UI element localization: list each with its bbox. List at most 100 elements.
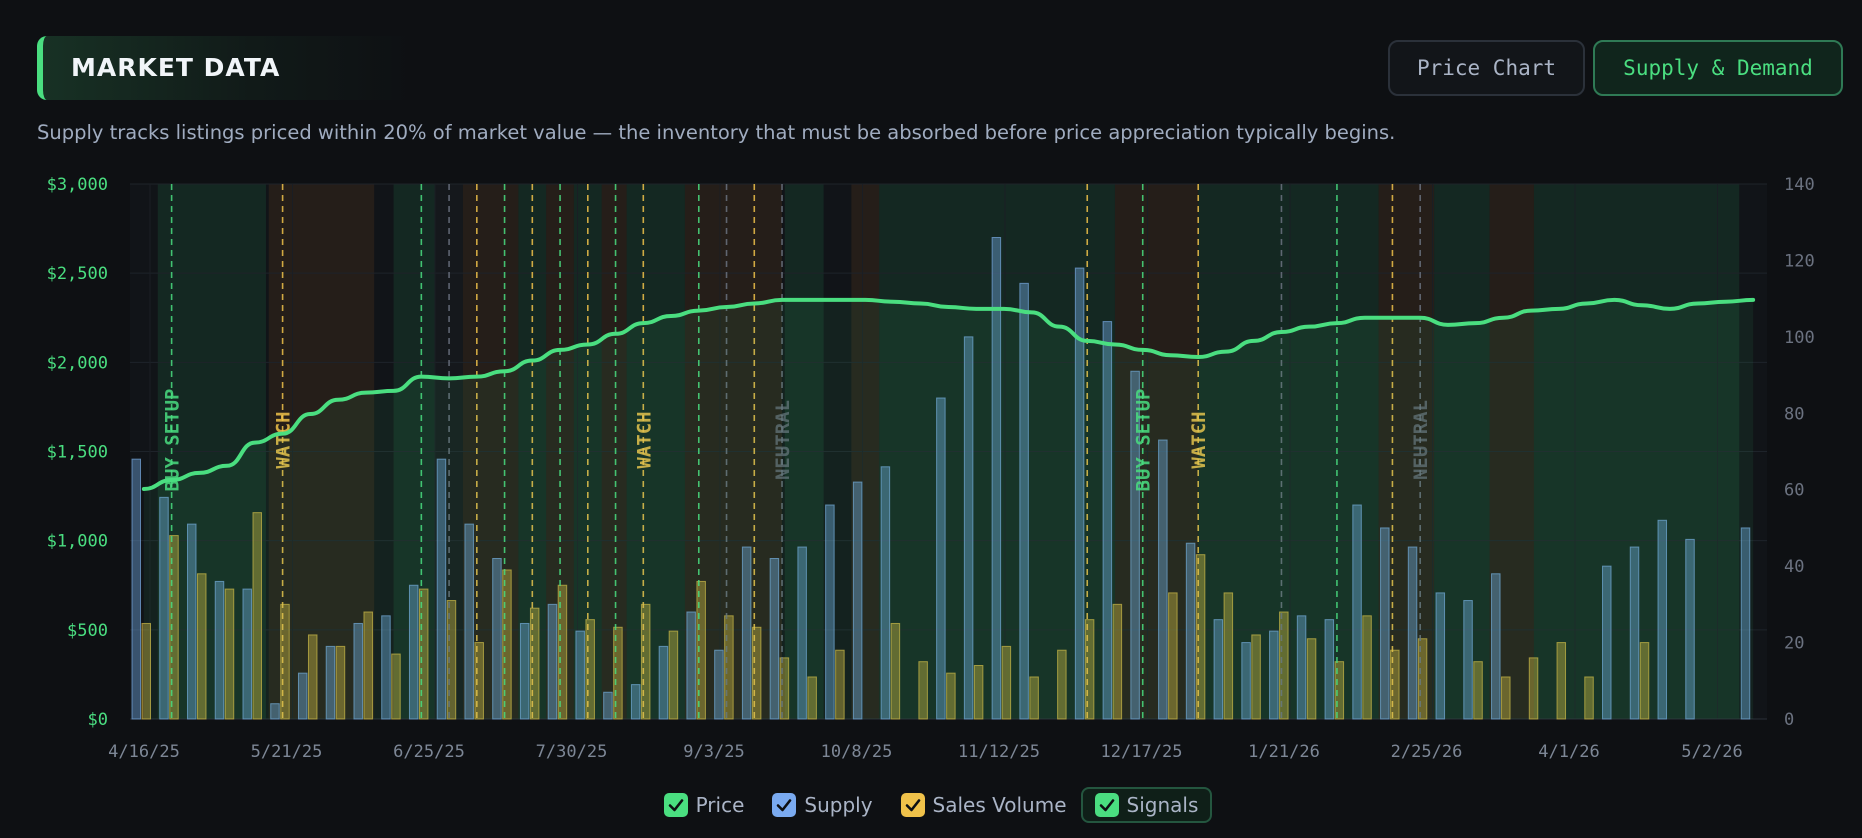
sales-volume-bar xyxy=(1112,603,1123,720)
sales-volume-bar xyxy=(418,588,429,720)
supply-bar xyxy=(1380,527,1390,720)
legend-item-price[interactable]: Price xyxy=(650,787,759,823)
y-axis-right-tick-label: 140 xyxy=(1784,175,1815,195)
sales-volume-bar xyxy=(1168,592,1178,720)
sales-volume-bar xyxy=(529,607,540,720)
x-axis-tick-label: 5/2/26 xyxy=(1681,742,1742,762)
supply-bar xyxy=(1491,573,1501,720)
supply-bar xyxy=(603,691,613,720)
legend-label-price: Price xyxy=(695,793,745,817)
sales-volume-bar xyxy=(973,665,984,720)
sales-volume-bar xyxy=(1334,661,1345,720)
signal-label: BUY SETUP xyxy=(162,389,184,492)
tab-price-chart[interactable]: Price Chart xyxy=(1388,40,1585,96)
supply-bar xyxy=(1269,630,1279,720)
y-axis-left-tick-label: $3,000 xyxy=(47,175,108,195)
sales-volume-bar xyxy=(141,622,151,720)
y-axis-left-tick-label: $500 xyxy=(67,621,108,641)
supply-bar xyxy=(186,523,197,720)
supply-bar xyxy=(297,672,308,720)
supply-bar xyxy=(519,622,530,720)
sales-volume-bar xyxy=(446,600,457,720)
supply-bar xyxy=(1685,538,1695,720)
title-block: MARKET DATA xyxy=(37,36,413,100)
chart-description: Supply tracks listings priced within 20%… xyxy=(37,121,1396,144)
supply-bar xyxy=(1602,565,1612,720)
supply-bar xyxy=(353,622,363,720)
x-axis-tick-label: 4/1/26 xyxy=(1538,742,1599,762)
supply-bar xyxy=(1019,282,1029,720)
supply-bar xyxy=(159,496,169,720)
supply-bar xyxy=(1241,642,1251,720)
sales-volume-bar xyxy=(363,611,373,720)
supply-bar xyxy=(381,615,391,720)
supply-bar xyxy=(575,630,585,720)
supply-bar xyxy=(242,588,252,720)
supply-bar xyxy=(1296,615,1307,720)
supply-bar xyxy=(270,703,280,720)
y-axis-right-tick-label: 60 xyxy=(1784,481,1804,501)
supply-bar xyxy=(658,645,669,720)
supply-bar xyxy=(630,684,641,720)
legend-item-sales-volume[interactable]: Sales Volume xyxy=(887,787,1081,823)
supply-bar xyxy=(797,546,807,720)
legend: Price Supply Sales Volume Signals xyxy=(0,785,1862,825)
supply-bar xyxy=(769,558,780,720)
page-title: MARKET DATA xyxy=(71,53,281,82)
sales-volume-bar xyxy=(1501,676,1511,720)
supply-bar xyxy=(464,523,474,720)
sales-volume-bar xyxy=(1223,592,1234,720)
supply-bar xyxy=(1435,592,1446,720)
legend-label-supply: Supply xyxy=(804,793,873,817)
supply-bar xyxy=(1629,546,1640,720)
supply-bar xyxy=(1213,619,1224,720)
supply-bar xyxy=(131,458,141,720)
supply-bar xyxy=(214,580,225,720)
sales-volume-bar xyxy=(1251,634,1261,720)
supply-bar xyxy=(1130,370,1140,720)
check-icon xyxy=(663,793,688,817)
supply-bar xyxy=(325,645,336,720)
supply-bar xyxy=(1074,267,1085,720)
supply-bar xyxy=(408,584,419,720)
sales-volume-bar xyxy=(1528,657,1539,720)
signal-label: BUY SETUP xyxy=(1133,389,1155,492)
header: MARKET DATA Price Chart Supply & Demand xyxy=(37,36,1843,100)
legend-label-sales-volume: Sales Volume xyxy=(932,793,1067,817)
check-icon xyxy=(900,793,925,817)
sales-volume-bar xyxy=(1029,676,1039,720)
legend-item-supply[interactable]: Supply xyxy=(758,787,886,823)
sales-volume-bar xyxy=(502,569,512,720)
tab-supply-demand[interactable]: Supply & Demand xyxy=(1593,40,1843,96)
x-axis-tick-label: 4/16/25 xyxy=(108,742,180,762)
supply-bar xyxy=(880,466,891,720)
x-axis-tick-label: 6/25/25 xyxy=(393,742,465,762)
sales-volume-bar xyxy=(252,512,262,720)
y-axis-left-tick-label: $2,500 xyxy=(47,264,108,284)
sales-volume-bar xyxy=(1084,619,1095,720)
x-axis-tick-label: 12/17/25 xyxy=(1101,742,1183,762)
sales-volume-bar xyxy=(779,657,790,720)
y-axis-right-tick-label: 20 xyxy=(1784,634,1804,654)
sales-volume-bar xyxy=(307,634,318,720)
y-axis-right-tick-label: 120 xyxy=(1784,251,1815,271)
x-axis-tick-label: 11/12/25 xyxy=(958,742,1040,762)
sales-volume-bar xyxy=(946,672,956,720)
supply-bar xyxy=(547,603,558,720)
sales-volume-bar xyxy=(196,573,207,720)
legend-item-signals[interactable]: Signals xyxy=(1080,787,1213,823)
sales-volume-bar xyxy=(1556,642,1567,720)
y-axis-left-tick-label: $2,000 xyxy=(47,353,108,373)
sales-volume-bar xyxy=(1417,638,1428,720)
supply-bar xyxy=(1407,546,1418,720)
sales-volume-bar xyxy=(1473,661,1483,720)
supply-bar xyxy=(436,458,447,720)
signal-label: WATCH xyxy=(1188,411,1210,468)
sales-volume-bar xyxy=(1195,554,1206,720)
supply-bar xyxy=(852,481,863,720)
sales-volume-bar xyxy=(835,649,845,720)
sales-volume-bar xyxy=(890,622,901,720)
supply-bar xyxy=(1463,600,1473,720)
supply-bar xyxy=(492,558,502,720)
x-axis-tick-label: 1/21/26 xyxy=(1248,742,1320,762)
